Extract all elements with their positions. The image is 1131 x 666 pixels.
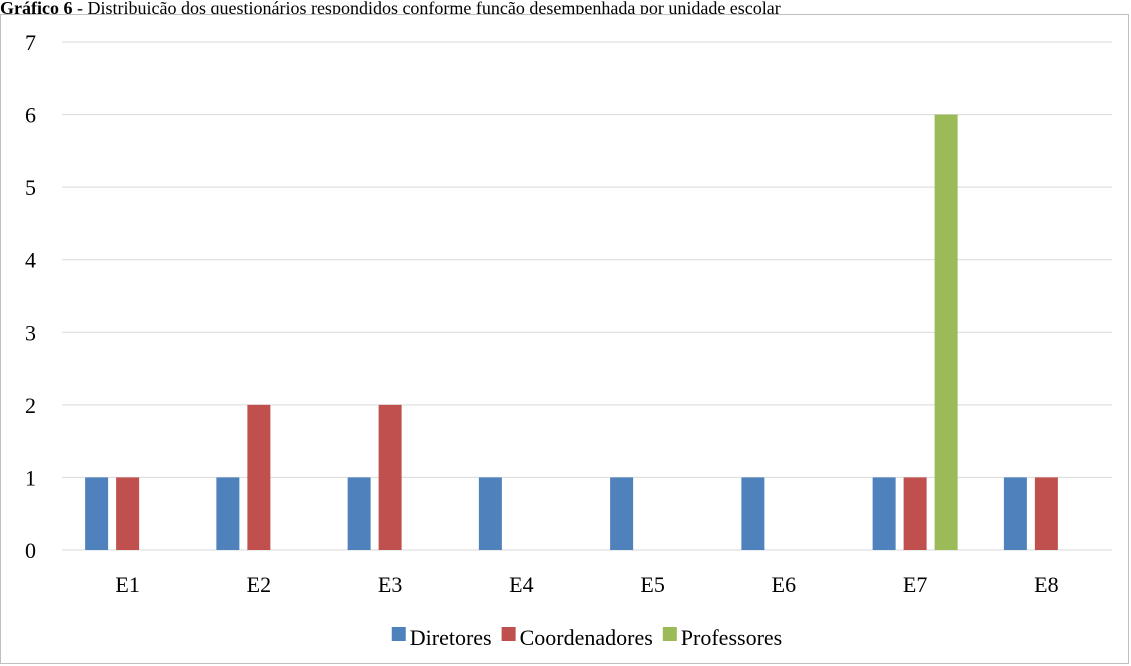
x-tick-label: E4 [509, 572, 533, 597]
bars [85, 114, 1058, 551]
bar-coordenadores-e3 [378, 404, 402, 550]
x-tick-label: E3 [378, 572, 402, 597]
y-tick-label: 0 [25, 538, 36, 563]
y-tick-label: 6 [25, 103, 36, 128]
y-axis-ticks: 0 1 2 3 4 5 6 7 [25, 30, 36, 563]
bar-diretores-e6 [741, 477, 765, 550]
legend-label: Professores [681, 625, 782, 650]
bar-diretores-e5 [610, 477, 634, 550]
legend-swatch [662, 627, 677, 641]
x-tick-label: E6 [772, 572, 796, 597]
y-tick-label: 7 [25, 30, 36, 55]
legend-label: Coordenadores [520, 625, 653, 650]
x-tick-label: E8 [1034, 572, 1058, 597]
caption-text: - Distribuição dos questionários respond… [72, 0, 781, 18]
legend: Diretores Coordenadores Professores [391, 625, 782, 650]
y-tick-label: 3 [25, 320, 36, 345]
x-axis-ticks: E1 E2 E3 E4 E5 E6 E7 E8 [115, 572, 1058, 597]
x-tick-label: E1 [115, 572, 139, 597]
legend-swatch [501, 627, 516, 641]
bar-diretores-e1 [85, 477, 109, 550]
bar-diretores-e2 [216, 477, 240, 550]
y-tick-label: 4 [25, 248, 36, 273]
bar-professores-e7 [934, 114, 958, 551]
bar-coordenadores-e1 [116, 477, 140, 550]
x-tick-label: E2 [247, 572, 271, 597]
legend-swatch [391, 627, 406, 641]
y-tick-label: 1 [25, 465, 36, 490]
x-tick-label: E5 [640, 572, 664, 597]
bar-diretores-e7 [872, 477, 896, 550]
bar-diretores-e8 [1003, 477, 1027, 550]
bar-coordenadores-e2 [247, 404, 271, 550]
bar-diretores-e4 [478, 477, 502, 550]
bar-diretores-e3 [347, 477, 371, 550]
bar-coordenadores-e7 [903, 477, 927, 550]
legend-label: Diretores [410, 625, 492, 650]
y-tick-label: 5 [25, 175, 36, 200]
caption-label: Gráfico 6 [0, 0, 73, 18]
bar-coordenadores-e8 [1034, 477, 1058, 550]
x-tick-label: E7 [903, 572, 927, 597]
y-tick-label: 2 [25, 393, 36, 418]
chart-caption: Gráfico 6 - Distribuição dos questionári… [0, 0, 781, 20]
